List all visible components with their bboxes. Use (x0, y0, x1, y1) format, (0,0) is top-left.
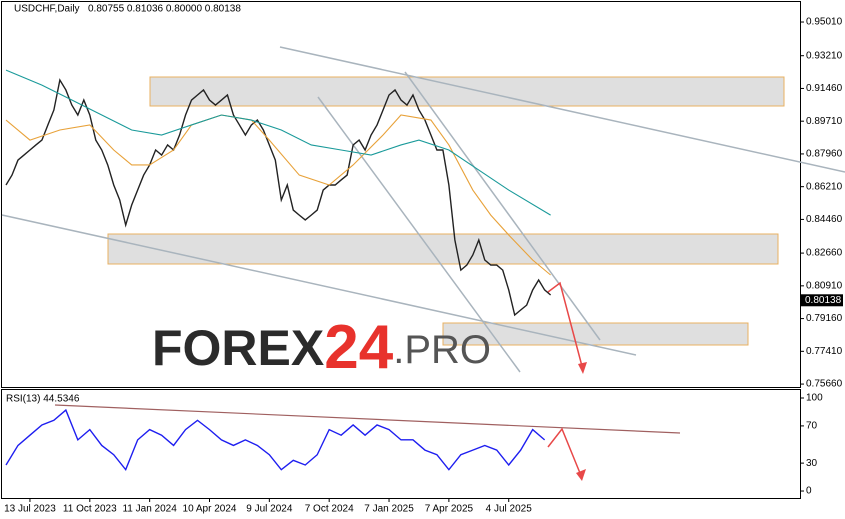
trend-line (279, 46, 845, 173)
rsi-title: RSI(13) 44.5346 (6, 394, 80, 405)
chart-title: USDCHF,Daily (14, 4, 80, 15)
support-zone (107, 233, 779, 265)
x-tick-label: 11 Jan 2024 (122, 504, 177, 515)
last-price-box (801, 294, 843, 307)
x-tick-label: 7 Apr 2025 (425, 504, 474, 515)
price-panel-frame (1, 1, 801, 388)
y-tick-label: 0.89710 (806, 116, 843, 127)
watermark-domain: .PRO (393, 328, 491, 372)
y-tick-label: 0.91460 (806, 83, 843, 94)
x-tick-label: 4 Jul 2025 (486, 504, 533, 515)
x-tick-label: 9 Jul 2024 (246, 504, 293, 515)
rsi-panel-frame (1, 389, 801, 499)
y-tick-label: 30 (806, 458, 818, 469)
arrow-head (576, 469, 586, 481)
y-tick-label: 0.82660 (806, 248, 843, 259)
y-tick-label: 0.84460 (806, 214, 843, 225)
rsi-trend-line (54, 404, 681, 434)
trend-line (317, 96, 521, 373)
watermark-number: 24 (324, 313, 393, 382)
y-tick-label: 0.87960 (806, 149, 843, 160)
forecast-arrow (547, 281, 584, 371)
y-tick-label: 0.86210 (806, 181, 843, 192)
x-tick-label: 10 Apr 2024 (183, 504, 237, 515)
y-tick-label: 0.80910 (806, 280, 843, 291)
y-tick-label: 0.93210 (806, 50, 843, 61)
y-tick-label: 100 (806, 393, 823, 404)
x-tick-label: 11 Oct 2023 (63, 504, 117, 515)
y-tick-label: 0.95010 (806, 17, 843, 28)
y-tick-label: 0.77410 (806, 346, 843, 357)
arrow-head (578, 362, 587, 374)
series-line (5, 69, 551, 216)
resistance-zone (149, 76, 785, 107)
series-line (5, 114, 551, 276)
y-tick-label: 0.79160 (806, 313, 843, 324)
trend-line (404, 71, 601, 341)
y-tick-label: 0.75660 (806, 379, 843, 390)
series-line (5, 78, 552, 317)
watermark-brand: FOREX24.PRO (152, 313, 491, 382)
watermark-brand-text: FOREX (152, 320, 324, 376)
y-tick-label: 0 (806, 486, 812, 497)
series-line (5, 408, 546, 471)
x-tick-label: 13 Jul 2023 (4, 504, 56, 515)
x-tick-label: 7 Oct 2024 (305, 504, 354, 515)
x-tick-label: 7 Jan 2025 (364, 504, 414, 515)
y-tick-label: 70 (806, 421, 818, 432)
last-price-label: 0.80138 (805, 295, 842, 306)
chart-subtitle: 0.80755 0.81036 0.80000 0.80138 (88, 4, 241, 15)
trend-line (1, 214, 637, 356)
forecast-arrow (547, 427, 583, 479)
